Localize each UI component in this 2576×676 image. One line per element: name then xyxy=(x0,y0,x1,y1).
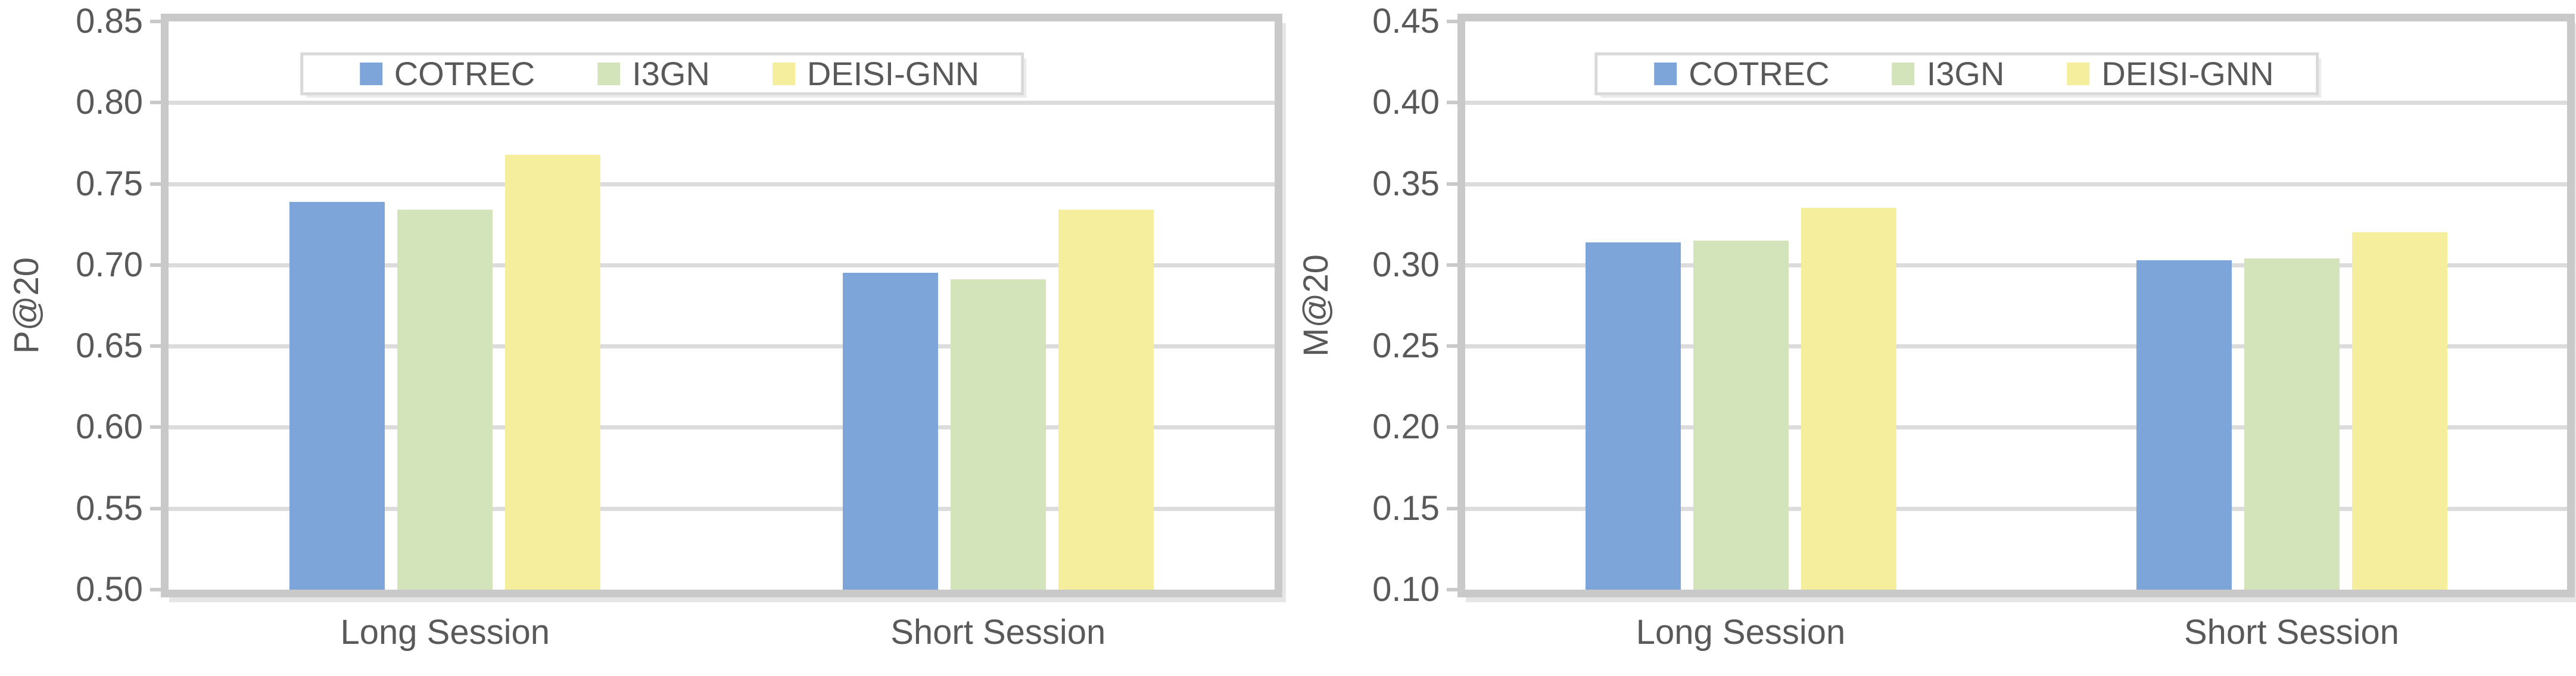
y-tick-mark xyxy=(1447,263,1457,267)
bar-deisi-gnn-long-session xyxy=(505,154,601,590)
gridline xyxy=(169,344,1275,349)
gridline xyxy=(1465,263,2567,267)
category-label-short-session: Short Session xyxy=(2183,613,2400,652)
gridline xyxy=(169,182,1275,186)
legend: COTREC I3GN DEISI-GNN xyxy=(300,52,1024,95)
bar-i3gn-short-session xyxy=(950,279,1046,590)
y-tick-label: 0.60 xyxy=(76,407,143,447)
y-tick-label: 0.55 xyxy=(76,488,143,528)
legend-swatch-deisi-gnn xyxy=(772,63,795,85)
gridline xyxy=(1465,506,2567,511)
y-tick-mark xyxy=(1447,344,1457,348)
y-tick-label: 0.10 xyxy=(1372,570,1440,609)
y-tick-mark xyxy=(1447,588,1457,591)
y-tick-label: 0.35 xyxy=(1372,164,1440,203)
y-tick-mark xyxy=(150,344,161,348)
legend-entry-cotrec: COTREC xyxy=(359,55,535,92)
y-axis-title: M@20 xyxy=(1297,254,1335,357)
bar-i3gn-short-session xyxy=(2244,258,2340,590)
bar-deisi-gnn-short-session xyxy=(1058,210,1154,590)
y-tick-mark xyxy=(150,182,161,186)
y-tick-mark xyxy=(150,588,161,591)
legend-swatch-cotrec xyxy=(359,63,382,85)
legend-swatch-deisi-gnn xyxy=(2067,63,2090,85)
bar-cotrec-short-session xyxy=(2136,260,2232,590)
y-tick-label: 0.15 xyxy=(1372,488,1440,528)
legend-entry-cotrec: COTREC xyxy=(1654,55,1830,92)
y-tick-label: 0.50 xyxy=(76,570,143,609)
gridline xyxy=(1465,344,2567,349)
bar-deisi-gnn-long-session xyxy=(1801,208,1896,590)
y-tick-label: 0.25 xyxy=(1372,326,1440,366)
gridline xyxy=(169,425,1275,430)
y-tick-mark xyxy=(150,506,161,510)
y-axis-title: P@20 xyxy=(7,257,46,354)
bar-cotrec-short-session xyxy=(842,273,938,590)
y-tick-mark xyxy=(1447,182,1457,186)
gridline xyxy=(1465,182,2567,186)
bar-cotrec-long-session xyxy=(1585,242,1681,590)
bar-i3gn-long-session xyxy=(397,210,493,590)
bar-cotrec-long-session xyxy=(289,201,385,590)
legend-entry-i3gn: I3GN xyxy=(1892,55,2005,92)
legend-swatch-i3gn xyxy=(1892,63,1915,85)
legend-entry-deisi-gnn: DEISI-GNN xyxy=(772,55,980,92)
legend-label-i3gn: I3GN xyxy=(1926,55,2005,92)
y-tick-mark xyxy=(1447,101,1457,105)
y-tick-label: 0.30 xyxy=(1372,245,1440,284)
legend: COTREC I3GN DEISI-GNN xyxy=(1594,52,2319,95)
y-tick-mark xyxy=(150,20,161,23)
bar-deisi-gnn-short-session xyxy=(2351,232,2447,590)
category-label-short-session: Short Session xyxy=(890,613,1106,652)
y-tick-mark xyxy=(150,101,161,105)
legend-label-cotrec: COTREC xyxy=(394,55,535,92)
legend-label-i3gn: I3GN xyxy=(632,55,710,92)
legend-swatch-cotrec xyxy=(1654,63,1677,85)
category-label-long-session: Long Session xyxy=(1636,613,1846,652)
y-tick-label: 0.65 xyxy=(76,326,143,366)
y-tick-mark xyxy=(150,263,161,267)
gridline xyxy=(169,506,1275,511)
gridline xyxy=(169,263,1275,267)
y-tick-label: 0.75 xyxy=(76,164,143,203)
legend-swatch-i3gn xyxy=(597,63,621,85)
legend-label-deisi-gnn: DEISI-GNN xyxy=(2101,55,2274,92)
y-tick-label: 0.20 xyxy=(1372,407,1440,447)
y-tick-label: 0.40 xyxy=(1372,83,1440,122)
gridline xyxy=(1465,101,2567,105)
category-label-long-session: Long Session xyxy=(340,613,550,652)
gridline xyxy=(1465,425,2567,430)
y-tick-label: 0.45 xyxy=(1372,2,1440,41)
bar-i3gn-long-session xyxy=(1693,240,1789,590)
y-tick-mark xyxy=(1447,20,1457,23)
y-tick-label: 0.80 xyxy=(76,83,143,122)
y-tick-mark xyxy=(1447,425,1457,429)
y-tick-label: 0.85 xyxy=(76,2,143,41)
y-tick-mark xyxy=(150,425,161,429)
legend-label-cotrec: COTREC xyxy=(1689,55,1830,92)
legend-label-deisi-gnn: DEISI-GNN xyxy=(806,55,980,92)
legend-entry-deisi-gnn: DEISI-GNN xyxy=(2067,55,2274,92)
y-tick-label: 0.70 xyxy=(76,245,143,284)
gridline xyxy=(169,101,1275,105)
y-tick-mark xyxy=(1447,506,1457,510)
legend-entry-i3gn: I3GN xyxy=(597,57,710,91)
